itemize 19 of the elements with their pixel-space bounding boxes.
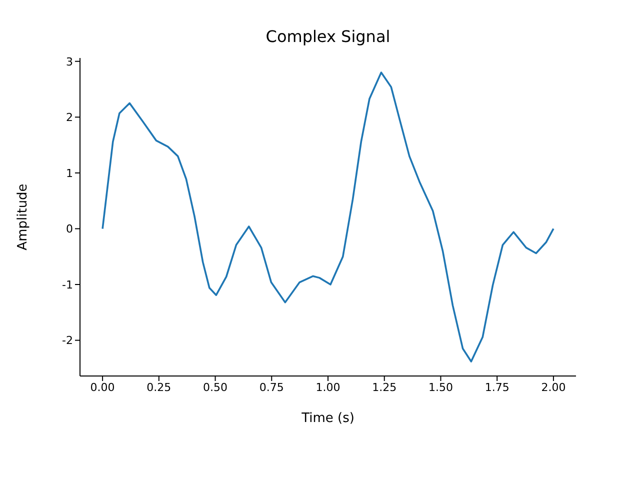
y-tick-label: 2 bbox=[66, 111, 73, 124]
y-tick-label: 1 bbox=[66, 166, 73, 180]
line-series bbox=[102, 72, 554, 362]
x-tick-label: 2.00 bbox=[541, 380, 566, 394]
x-tick-label: 1.75 bbox=[484, 380, 510, 394]
x-tick-label: 1.50 bbox=[428, 380, 453, 394]
chart-title: Complex Signal bbox=[264, 27, 392, 48]
x-tick-label: 0.25 bbox=[146, 380, 172, 394]
x-tick-label: 0.50 bbox=[203, 380, 228, 394]
x-tick-label: 0.00 bbox=[90, 380, 115, 394]
y-tick-label: -1 bbox=[62, 278, 73, 292]
y-axis-title: Amplitude bbox=[16, 184, 31, 250]
x-tick-label: 1.25 bbox=[372, 380, 397, 394]
x-tick-label: 1.00 bbox=[316, 380, 340, 394]
y-tick-label: 0 bbox=[66, 222, 73, 236]
y-tick-label: -2 bbox=[62, 334, 73, 348]
y-tick-label: 3 bbox=[66, 55, 73, 68]
x-axis-title: Time (s) bbox=[300, 411, 354, 426]
x-tick-label: 0.75 bbox=[259, 380, 284, 394]
